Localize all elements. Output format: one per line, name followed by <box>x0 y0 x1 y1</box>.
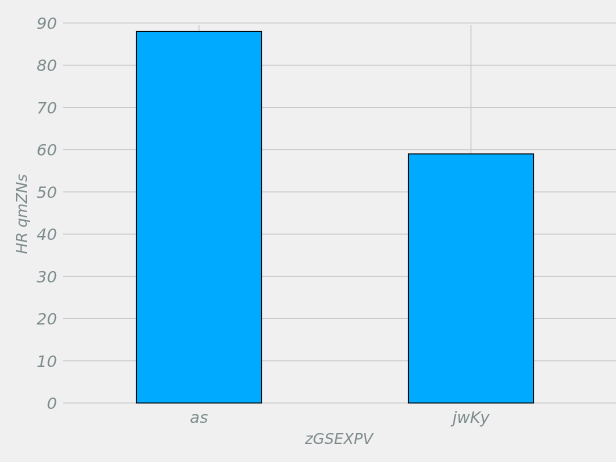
x-axis-label: zGSEXPV <box>304 430 375 448</box>
y-axis-label: HR qmZNs <box>13 174 31 254</box>
y-tick-label: 80 <box>37 56 57 75</box>
y-tick-label: 40 <box>37 225 57 244</box>
bars <box>135 30 535 404</box>
y-tick-label: 10 <box>37 352 57 371</box>
y-tick-label: 70 <box>37 98 57 117</box>
y-tick-label: 90 <box>37 14 57 33</box>
x-tick-labels: as jwKy <box>190 408 490 427</box>
x-tick-label: as <box>190 408 208 427</box>
y-tick-label: 30 <box>37 267 57 286</box>
y-tick-label: 0 <box>47 394 57 413</box>
y-tick-labels: 0 10 20 30 40 50 60 70 80 90 <box>37 14 57 413</box>
x-tick-label: jwKy <box>450 408 490 427</box>
y-tick-label: 60 <box>37 141 57 160</box>
y-tick-label: 50 <box>37 183 57 202</box>
bar-jwKy <box>407 153 535 404</box>
bar-as <box>135 30 263 404</box>
y-tick-label: 20 <box>37 310 57 329</box>
